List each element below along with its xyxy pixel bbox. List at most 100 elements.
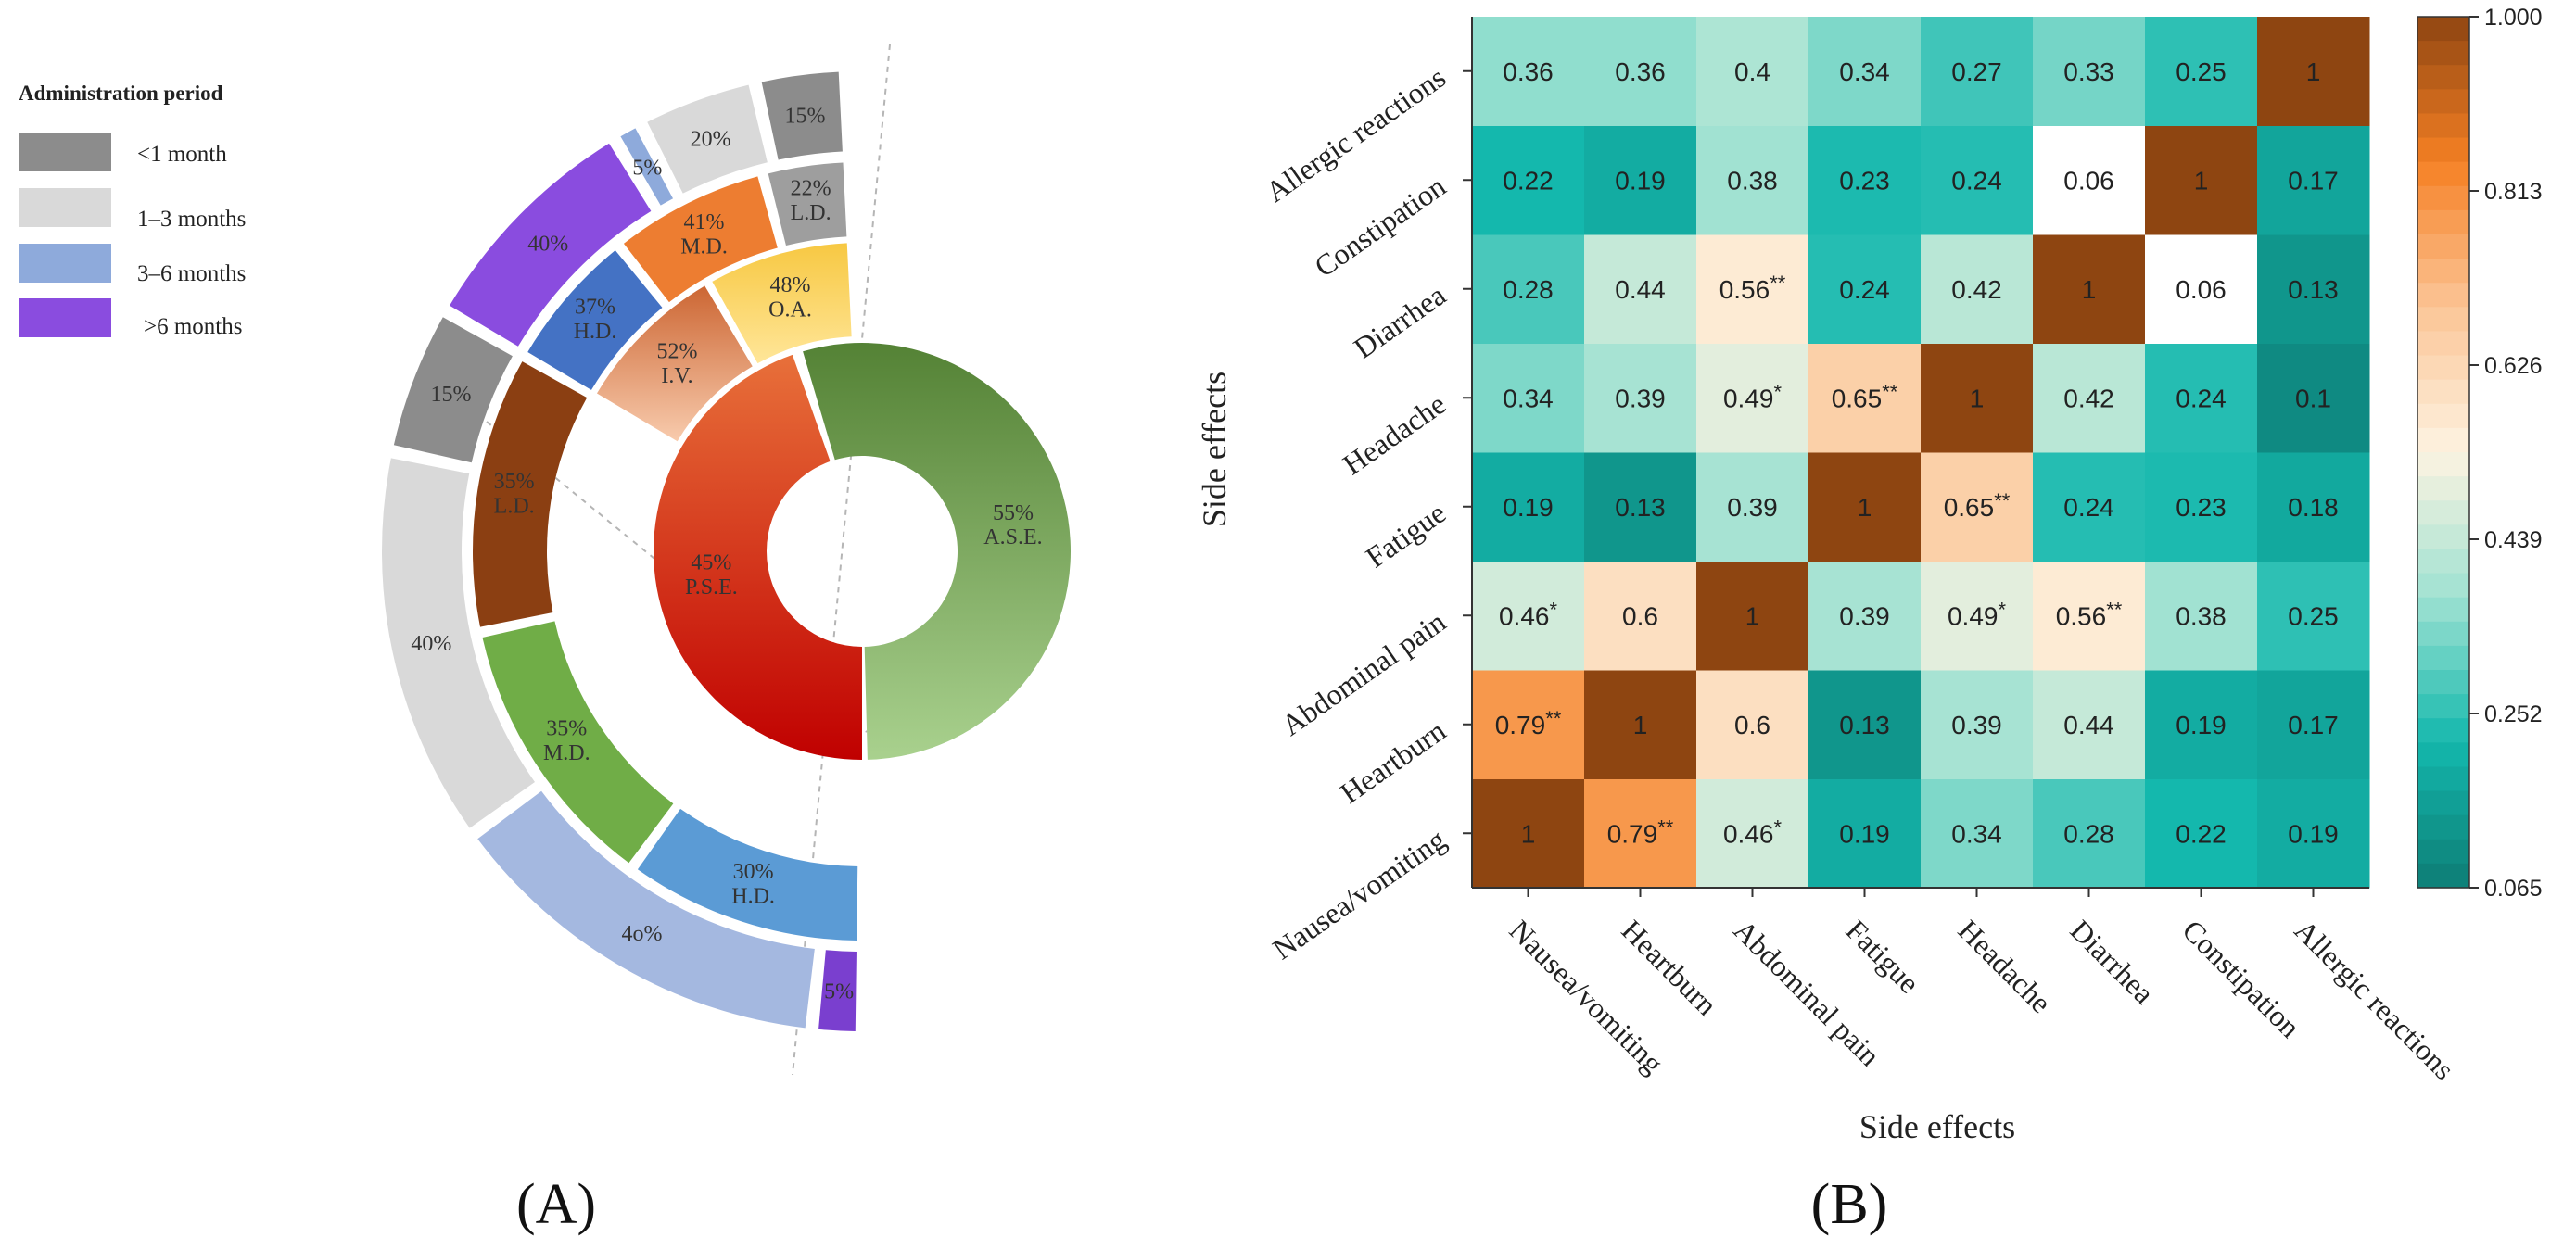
cell-value: 0.24: [1839, 275, 1890, 304]
cell-value: 0.27: [1951, 57, 2002, 86]
colorbar-band: [2417, 331, 2469, 357]
heatmap-cell: [1808, 561, 1922, 671]
arc-label: 40%: [527, 232, 568, 256]
heatmap-cell: [2257, 670, 2370, 779]
cell-value: 0.38: [1727, 166, 1778, 195]
colorbar-band: [2417, 500, 2469, 525]
heatmap-cell: [2033, 234, 2146, 344]
heatmap-cell: [1808, 778, 1922, 889]
cell-value: 0.24: [2063, 493, 2114, 522]
heatmap-cell: [1696, 17, 1809, 126]
heatmap-cell: [2257, 343, 2370, 453]
cell-value: 0.34: [1839, 57, 1890, 86]
colorbar-band: [2417, 814, 2469, 840]
cell-value: 1: [1858, 493, 1872, 522]
arc-label: 48% O.A.: [768, 273, 812, 322]
heatmap-cell: [1472, 778, 1585, 889]
heatmap-cell: [1696, 452, 1809, 562]
colorbar-band: [2417, 403, 2469, 429]
arc-administration-period: [620, 128, 674, 206]
cell-value: 1: [1521, 819, 1536, 848]
cell-value: 0.22: [2176, 819, 2227, 848]
heatmap-cell: [2145, 125, 2258, 235]
cell-value: 1: [2082, 275, 2097, 304]
colorbar-band: [2417, 766, 2469, 792]
arc-administration-period: [647, 84, 768, 194]
colorbar-band: [2417, 790, 2469, 816]
x-tick-label: Diarrhea: [2064, 913, 2162, 1010]
y-tick-label: Diarrhea: [1348, 278, 1452, 365]
y-tick-label: Heartburn: [1334, 713, 1452, 810]
heatmap-cell: [1696, 670, 1809, 779]
heatmap-cell: [2145, 452, 2258, 562]
arc-side-effect: [803, 343, 1071, 760]
y-tick-label: Nausea/vomiting: [1266, 822, 1452, 966]
cell-value: 0.39: [1951, 711, 2002, 739]
cell-value: 0.79**: [1495, 707, 1562, 739]
cell-value: 0.13: [2288, 275, 2339, 304]
cell-value: 0.23: [2176, 493, 2227, 522]
cell-value: 1: [1633, 711, 1648, 739]
heatmap-cell: [1472, 125, 1585, 235]
legend-label-gt6: >6 months: [144, 314, 242, 339]
heatmap-cell: [1472, 452, 1585, 562]
x-tick-label: Heartburn: [1616, 913, 1724, 1021]
colorbar-band: [2417, 839, 2469, 865]
cell-value: 0.44: [1615, 275, 1666, 304]
colorbar-band: [2417, 573, 2469, 599]
cell-value: 0.46*: [1499, 598, 1558, 630]
heatmap-cell: [1584, 125, 1697, 235]
colorbar-band: [2417, 17, 2469, 42]
arc-label: 35% L.D.: [494, 470, 535, 518]
legend-label-1to3: 1–3 months: [137, 207, 246, 232]
heatmap-cell: [2033, 343, 2146, 453]
heatmap-cell: [1921, 343, 2034, 453]
cell-value: 0.18: [2288, 493, 2339, 522]
sunburst-chart: 45% P.S.E. 55% A.S.E. 48% O.A. 52% I.V. 22% L.D. 4…: [382, 44, 1071, 1076]
colorbar-band: [2417, 161, 2469, 187]
cell-value: 0.65**: [1832, 380, 1898, 412]
cell-value: 0.36: [1503, 57, 1554, 86]
cell-value: 1: [1745, 601, 1760, 630]
colorbar-tick-label: 0.439: [2484, 527, 2543, 553]
heatmap-cell: [1584, 234, 1697, 344]
cell-value: 0.19: [1839, 819, 1890, 848]
heatmap-cell: [1921, 17, 2034, 126]
arc-label: 5%: [632, 157, 662, 181]
cell-value: 0.79**: [1607, 815, 1674, 848]
heatmap-cell: [1808, 234, 1922, 344]
colorbar-band: [2417, 283, 2469, 308]
colorbar-band: [2417, 41, 2469, 66]
cell-value: 0.44: [2063, 711, 2114, 739]
colorbar-band: [2417, 645, 2469, 671]
heatmap-cell: [2033, 778, 2146, 889]
arc-label: 55% A.S.E.: [983, 501, 1042, 549]
heatmap-cell: [2033, 452, 2146, 562]
y-tick-label: Fatigue: [1360, 496, 1452, 574]
legend-swatch-3to6: [19, 244, 111, 283]
colorbar-band: [2417, 670, 2469, 695]
colorbar-band: [2417, 718, 2469, 743]
heatmap-cell: [2145, 670, 2258, 779]
colorbar-band: [2417, 694, 2469, 719]
cell-value: 0.6: [1622, 601, 1658, 630]
colorbar-band: [2417, 185, 2469, 211]
arc-label: 52% I.V.: [657, 340, 698, 388]
arc-dose: [623, 176, 778, 303]
colorbar-band: [2417, 476, 2469, 501]
heatmap-cell: [1808, 452, 1922, 562]
arc-dose: [637, 808, 858, 941]
cell-value: 0.39: [1615, 384, 1666, 412]
arc-label: 30% H.D.: [731, 860, 775, 908]
heatmap-cell: [1696, 125, 1809, 235]
arc-administration-period: [818, 950, 857, 1031]
heatmap-cell: [2033, 561, 2146, 671]
cell-value: 0.24: [1951, 166, 2002, 195]
heatmap-cell: [2145, 17, 2258, 126]
cell-value: 0.17: [2288, 711, 2339, 739]
heatmap-cell: [2257, 778, 2370, 889]
x-tick-label: Headache: [1952, 913, 2059, 1019]
cell-value: 0.19: [2176, 711, 2227, 739]
legend: Administration period <1 month 1–3 month…: [19, 82, 246, 339]
cell-value: 0.19: [1615, 166, 1666, 195]
